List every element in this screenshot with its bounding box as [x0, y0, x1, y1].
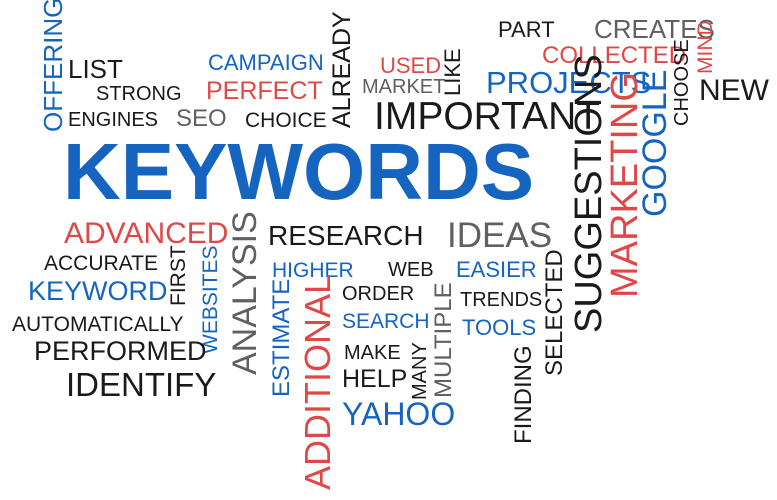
- word-keyword: KEYWORD: [28, 276, 168, 306]
- word-mind: MIND: [694, 20, 717, 74]
- word-selected: SELECTED: [541, 249, 568, 376]
- word-performed: PERFORMED: [34, 336, 207, 366]
- word-identify: IDENTIFY: [66, 366, 217, 403]
- word-offering: OFFERING: [38, 0, 68, 132]
- word-order: ORDER: [342, 283, 415, 305]
- word-new: NEW: [699, 74, 769, 107]
- word-trends: TRENDS: [460, 289, 543, 311]
- word-analysis: ANALYSIS: [226, 211, 264, 375]
- word-google: GOOGLE: [636, 69, 674, 217]
- word-already: ALREADY: [328, 11, 356, 128]
- word-collected: COLLECTED: [542, 42, 687, 69]
- word-help: HELP: [342, 365, 408, 393]
- word-list: LIST: [68, 54, 123, 84]
- word-choice: CHOICE: [245, 109, 327, 132]
- word-first: FIRST: [167, 245, 190, 306]
- word-projects: PROJECTS: [486, 65, 652, 100]
- word-ideas: IDEAS: [447, 216, 553, 255]
- word-make: MAKE: [344, 342, 401, 364]
- word-yahoo: YAHOO: [342, 396, 456, 432]
- word-advanced: ADVANCED: [64, 217, 229, 250]
- word-keywords: KEYWORDS: [63, 127, 535, 216]
- word-estimate: ESTIMATE: [268, 278, 295, 397]
- word-many: MANY: [409, 342, 431, 400]
- word-research: RESEARCH: [268, 220, 424, 251]
- word-perfect: PERFECT: [206, 77, 323, 105]
- word-like: LIKE: [440, 48, 465, 96]
- word-higher: HIGHER: [272, 259, 354, 282]
- word-campaign: CAMPAIGN: [208, 50, 324, 75]
- word-part: PART: [498, 17, 555, 42]
- word-accurate: ACCURATE: [44, 252, 158, 275]
- word-web: WEB: [388, 259, 434, 281]
- word-engines: ENGINES: [68, 109, 159, 131]
- word-automatically: AUTOMATICALLY: [12, 313, 184, 336]
- word-multiple: MULTIPLE: [430, 282, 457, 398]
- word-seo: SEO: [176, 105, 227, 132]
- word-strong: STRONG: [96, 83, 182, 105]
- word-search: SEARCH: [342, 310, 430, 333]
- word-used: USED: [380, 53, 442, 78]
- word-market: MARKET: [362, 76, 446, 98]
- word-tools: TOOLS: [462, 315, 537, 340]
- word-choose: CHOOSE: [671, 39, 693, 126]
- word-suggestions: SUGGESTIONS: [568, 54, 610, 333]
- word-finding: FINDING: [510, 345, 537, 444]
- word-additional: ADDITIONAL: [297, 273, 338, 490]
- word-creates: CREATES: [594, 14, 715, 44]
- word-easier: EASIER: [456, 257, 537, 282]
- word-important: IMPORTANT: [374, 95, 601, 138]
